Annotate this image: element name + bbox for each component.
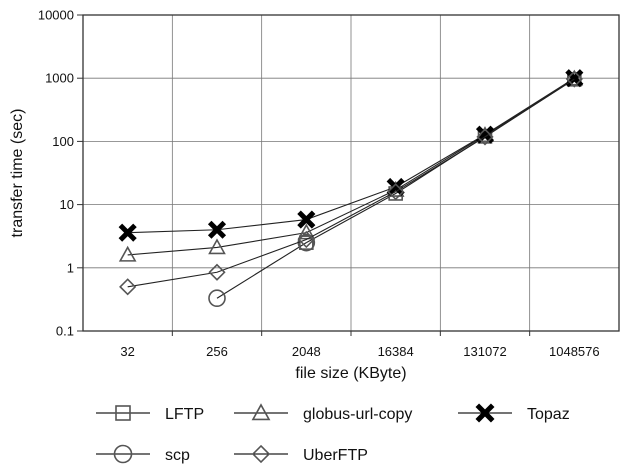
data-point: [208, 238, 226, 255]
data-point: [208, 289, 226, 308]
data-point: [475, 125, 495, 144]
data-point: [208, 263, 226, 281]
y-axis-label: transfer time (sec): [9, 109, 26, 238]
y-tick-label: 10000: [38, 8, 74, 23]
data-point: [387, 183, 405, 201]
y-tick-label: 100: [52, 134, 74, 149]
x-tick-label: 256: [206, 344, 228, 359]
legend-item-globus-url-copy: globus-url-copy: [234, 403, 412, 423]
legend-marker: [475, 403, 495, 423]
grid-lines: [83, 15, 619, 331]
x-tick-label: 2048: [292, 344, 321, 359]
data-point: [299, 235, 314, 250]
tick-labels: 0.1 1 10 100 1000 10000 32 256 2048 16384 131072 10…: [38, 8, 600, 360]
legend-item-topaz: Topaz: [458, 403, 570, 423]
legend-label: Topaz: [527, 406, 570, 423]
series-line: [127, 77, 575, 234]
y-tick-label: 1: [67, 260, 74, 275]
data-series: [118, 69, 584, 308]
data-point: [386, 177, 405, 197]
legend: LFTP globus-url-copy Topaz scp UberFTP: [96, 403, 570, 464]
data-point: [565, 69, 584, 86]
data-point: [118, 223, 137, 242]
series-line: [216, 242, 307, 299]
legend-item-uberftp: UberFTP: [234, 444, 368, 464]
series-scp: [208, 233, 316, 308]
data-point: [565, 70, 583, 88]
y-tick-label: 10: [60, 197, 74, 212]
data-point: [297, 230, 315, 249]
x-tick-label: 32: [120, 344, 134, 359]
series-uberftp: [119, 70, 583, 296]
data-point: [297, 223, 316, 240]
series-line: [127, 78, 575, 288]
legend-marker: [251, 444, 271, 464]
x-tick-label: 16384: [378, 344, 414, 359]
data-point: [476, 128, 494, 146]
legend-marker: [251, 403, 271, 421]
data-point: [207, 220, 227, 239]
x-tick-label: 1048576: [549, 344, 600, 359]
legend-label: scp: [165, 447, 190, 464]
legend-label: LFTP: [165, 406, 204, 423]
data-point: [119, 278, 137, 296]
legend-marker: [113, 444, 133, 464]
y-tick-label: 1000: [45, 71, 74, 86]
y-tick-label: 0.1: [56, 324, 74, 339]
x-tick-label: 131072: [463, 344, 506, 359]
legend-item-lftp: LFTP: [96, 405, 204, 423]
legend-label: UberFTP: [303, 447, 368, 464]
data-point: [118, 245, 137, 262]
x-axis-label: file size (KByte): [295, 365, 406, 382]
legend-label: globus-url-copy: [303, 406, 412, 423]
legend-item-scp: scp: [96, 444, 190, 464]
data-point: [297, 210, 316, 229]
legend-marker: [115, 405, 131, 421]
